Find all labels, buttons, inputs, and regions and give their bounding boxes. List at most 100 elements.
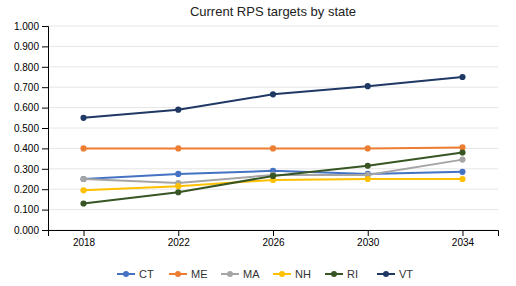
grid-line [48, 128, 498, 129]
grid-line [48, 107, 498, 108]
legend-label: MA [243, 268, 260, 280]
legend-marker [383, 271, 389, 277]
legend-marker [123, 271, 129, 277]
tick-mark [42, 67, 48, 68]
y-tick: 0.000 [14, 225, 48, 236]
x-tick: 2018 [73, 230, 96, 248]
legend-item: MA [221, 268, 260, 280]
series-marker [175, 145, 181, 151]
x-axis: 2018 2022 2026 2030 2034 [49, 230, 499, 248]
series-marker [459, 169, 465, 175]
y-tick: 0.300 [14, 164, 48, 175]
y-axis: 0.000 0.100 0.200 0.300 0.400 0.500 0.600 0.700… [14, 21, 49, 236]
legend-item: ME [169, 268, 208, 280]
x-tick: 2030 [357, 230, 380, 248]
tick-mark [42, 46, 48, 47]
tick-label: 0.900 [14, 41, 39, 52]
series-marker [175, 171, 181, 177]
legend-item: NH [273, 268, 311, 280]
grid-line [48, 209, 498, 210]
y-tick: 0.600 [14, 102, 48, 113]
series [80, 149, 465, 206]
tick-mark [42, 189, 48, 190]
legend-marker [227, 271, 233, 277]
tick-mark [42, 108, 48, 109]
legend: CT ME MA NH RI VT [117, 268, 413, 280]
tick-label: 2022 [168, 237, 191, 248]
series-line [84, 77, 463, 118]
legend-marker [175, 271, 181, 277]
tick-label: 0.000 [14, 225, 39, 236]
series-marker [80, 176, 86, 182]
y-tick: 0.500 [14, 123, 48, 134]
series [80, 144, 465, 151]
tick-label: 2026 [262, 237, 285, 248]
series-marker [270, 173, 276, 179]
tick-label: 0.600 [14, 102, 39, 113]
tick-label: 2018 [73, 237, 96, 248]
tick-label: 2030 [357, 237, 380, 248]
title: Current RPS targets by state [190, 4, 356, 19]
tick-mark [42, 210, 48, 211]
tick-mark [42, 26, 48, 27]
series-marker [365, 176, 371, 182]
y-tick: 0.200 [14, 184, 48, 195]
tick-mark [462, 230, 463, 236]
legend-label: VT [399, 268, 413, 280]
legend-item: VT [377, 268, 413, 280]
series-marker [365, 145, 371, 151]
axis-line [49, 231, 499, 237]
legend-marker [279, 271, 285, 277]
tick-mark [42, 148, 48, 149]
tick-mark [273, 230, 274, 236]
tick-label: 0.400 [14, 143, 39, 154]
y-tick: 0.900 [14, 41, 48, 52]
x-tick: 2026 [262, 230, 285, 248]
series-marker [175, 189, 181, 195]
series-marker [365, 163, 371, 169]
legend-item: RI [325, 268, 358, 280]
series-marker [80, 187, 86, 193]
legend-item: CT [117, 268, 154, 280]
series-marker [459, 74, 465, 80]
series-line [84, 171, 463, 179]
series-group [80, 74, 465, 207]
grid [48, 26, 498, 230]
y-tick: 0.100 [14, 204, 48, 215]
x-tick: 2022 [168, 230, 191, 248]
y-tick: 0.800 [14, 62, 48, 73]
series [80, 74, 465, 121]
axis-line [42, 27, 49, 231]
tick-label: 0.700 [14, 82, 39, 93]
series-marker [80, 200, 86, 206]
tick-label: 0.100 [14, 204, 39, 215]
tick-mark [84, 230, 85, 236]
tick-label: 0.800 [14, 62, 39, 73]
series-marker [459, 157, 465, 163]
grid-line [48, 87, 498, 88]
series-marker [80, 176, 86, 182]
tick-mark [42, 230, 48, 231]
legend-label: ME [191, 268, 208, 280]
plot-area: 2018 2022 2026 2030 2034 0.000 0.100 0.200 0.300… [14, 21, 499, 248]
legend-label: RI [347, 268, 358, 280]
series-marker [80, 115, 86, 121]
series-marker [270, 91, 276, 97]
legend-marker [331, 271, 337, 277]
tick-mark [42, 128, 48, 129]
tick-label: 1.000 [14, 21, 39, 32]
grid-line [48, 46, 498, 47]
tick-label: 2034 [452, 237, 475, 248]
y-tick: 1.000 [14, 21, 48, 32]
legend-label: CT [139, 268, 154, 280]
series-marker [270, 145, 276, 151]
series-marker [80, 145, 86, 151]
chart: 2018 2022 2026 2030 2034 0.000 0.100 0.200 0.300… [0, 0, 516, 286]
series-marker [459, 149, 465, 155]
x-tick: 2034 [452, 230, 475, 248]
tick-mark [178, 230, 179, 236]
series-marker [365, 83, 371, 89]
tick-label: 0.300 [14, 164, 39, 175]
y-tick: 0.700 [14, 82, 48, 93]
grid-line [48, 26, 498, 27]
